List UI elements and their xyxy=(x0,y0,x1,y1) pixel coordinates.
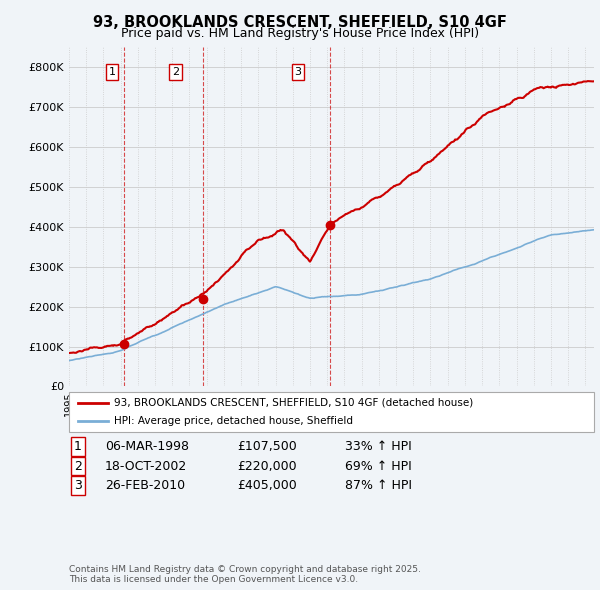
Text: 1: 1 xyxy=(109,67,116,77)
Text: 2: 2 xyxy=(172,67,179,77)
Text: £405,000: £405,000 xyxy=(237,479,297,492)
Text: 69% ↑ HPI: 69% ↑ HPI xyxy=(345,460,412,473)
Text: 06-MAR-1998: 06-MAR-1998 xyxy=(105,440,189,453)
Text: 26-FEB-2010: 26-FEB-2010 xyxy=(105,479,185,492)
Text: £220,000: £220,000 xyxy=(237,460,296,473)
Text: Price paid vs. HM Land Registry's House Price Index (HPI): Price paid vs. HM Land Registry's House … xyxy=(121,27,479,40)
Text: 33% ↑ HPI: 33% ↑ HPI xyxy=(345,440,412,453)
Text: 18-OCT-2002: 18-OCT-2002 xyxy=(105,460,187,473)
Text: 3: 3 xyxy=(74,479,82,492)
Text: 3: 3 xyxy=(295,67,301,77)
Text: 93, BROOKLANDS CRESCENT, SHEFFIELD, S10 4GF (detached house): 93, BROOKLANDS CRESCENT, SHEFFIELD, S10 … xyxy=(114,398,473,408)
Text: 87% ↑ HPI: 87% ↑ HPI xyxy=(345,479,412,492)
Text: HPI: Average price, detached house, Sheffield: HPI: Average price, detached house, Shef… xyxy=(114,415,353,425)
Text: 2: 2 xyxy=(74,460,82,473)
Text: £107,500: £107,500 xyxy=(237,440,297,453)
Text: Contains HM Land Registry data © Crown copyright and database right 2025.
This d: Contains HM Land Registry data © Crown c… xyxy=(69,565,421,584)
Text: 93, BROOKLANDS CRESCENT, SHEFFIELD, S10 4GF: 93, BROOKLANDS CRESCENT, SHEFFIELD, S10 … xyxy=(93,15,507,30)
Text: 1: 1 xyxy=(74,440,82,453)
